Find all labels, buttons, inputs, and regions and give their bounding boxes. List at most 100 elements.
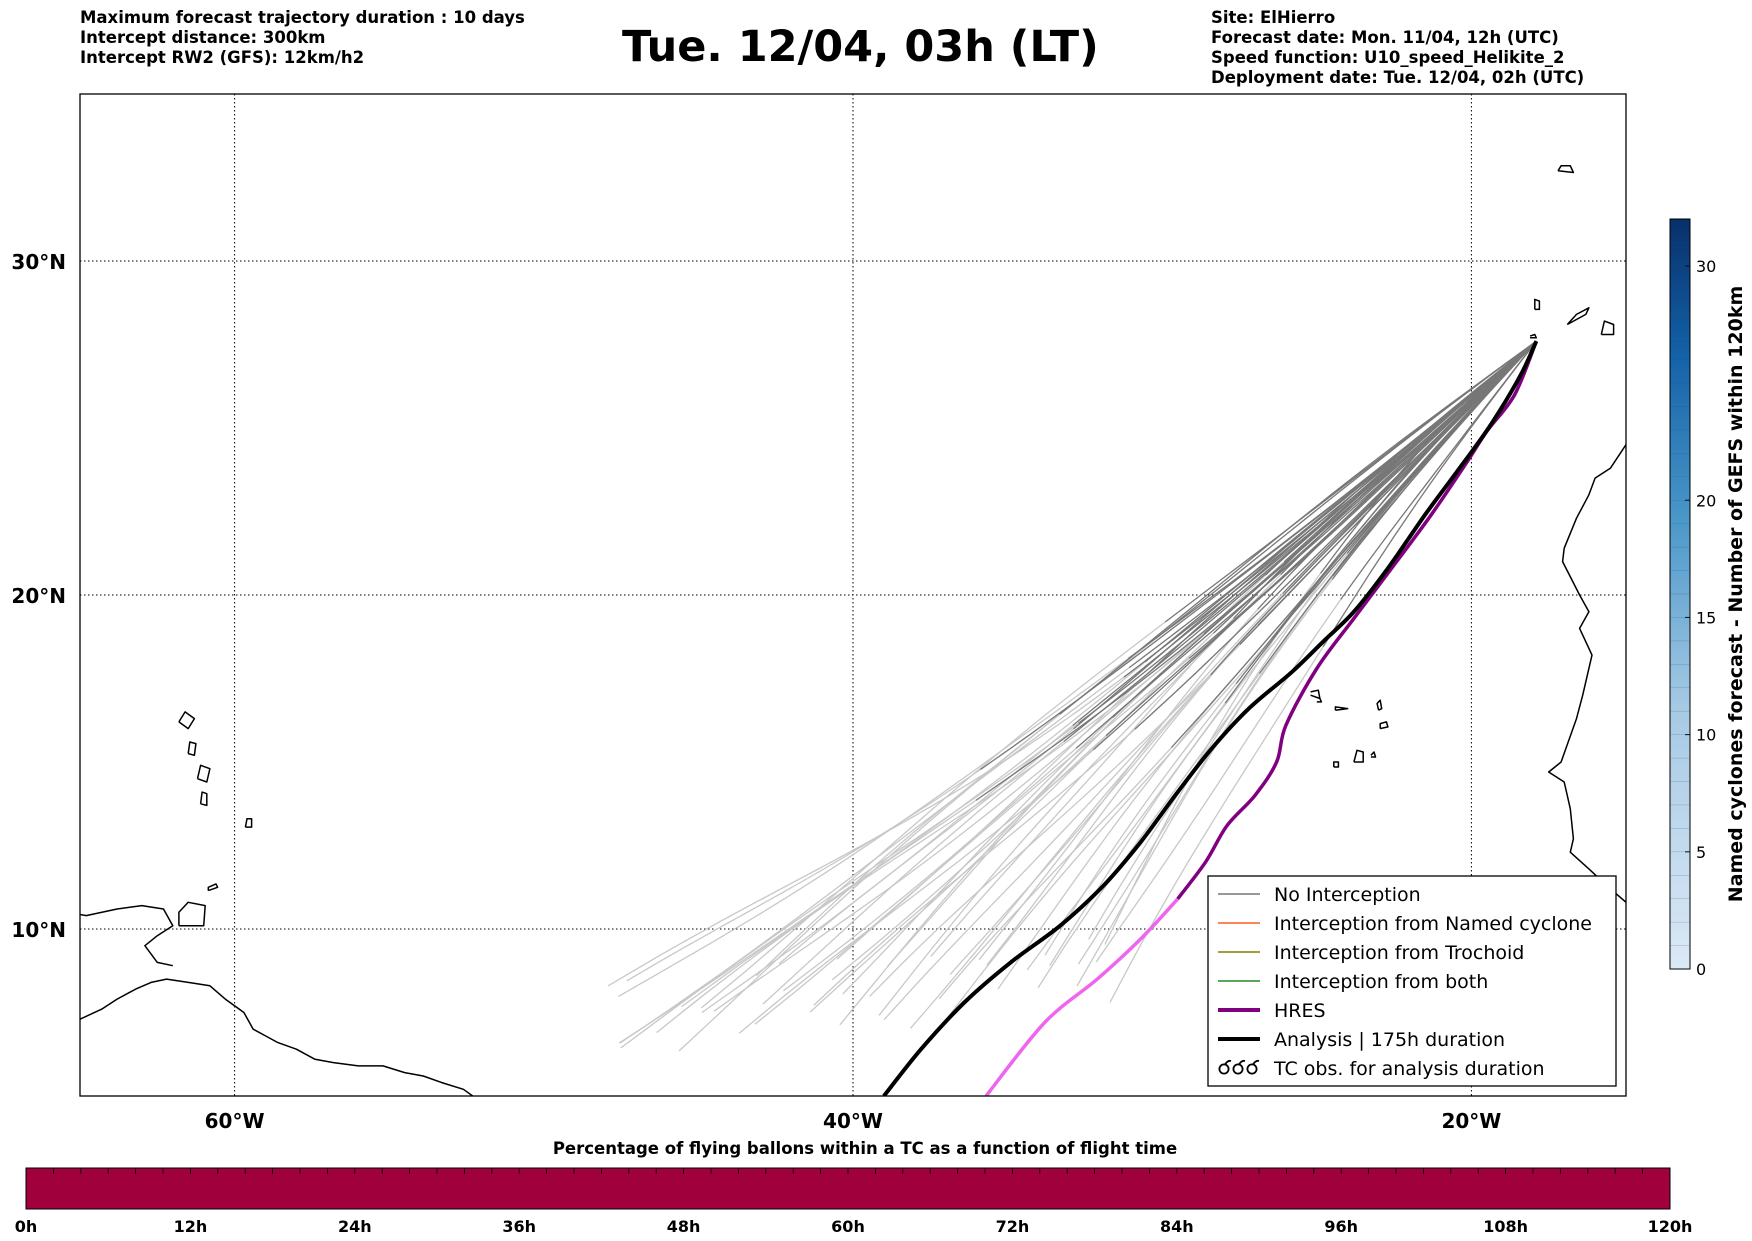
colorbar-tick-label: 15 bbox=[1696, 608, 1716, 627]
ensemble-trajectory-late bbox=[930, 618, 1234, 957]
ensemble-trajectory-late bbox=[1044, 683, 1237, 956]
lat-label: 20°N bbox=[11, 584, 66, 608]
ensemble-trajectory-early bbox=[1265, 340, 1537, 576]
ensemble-trajectory-late bbox=[607, 676, 1125, 987]
barbados-coast bbox=[244, 818, 253, 828]
timeline-label: 12h bbox=[174, 1217, 208, 1236]
analysis-track bbox=[882, 340, 1539, 1096]
ensemble-trajectory-late bbox=[1095, 599, 1342, 963]
page-title: Tue. 12/04, 03h (LT) bbox=[622, 22, 1099, 72]
ensemble-trajectory-late bbox=[713, 620, 1218, 1012]
ensemble-trajectory-late bbox=[738, 749, 1094, 1034]
main-tracks bbox=[882, 340, 1539, 1096]
ensemble-trajectory-late bbox=[978, 608, 1259, 961]
cape-verde-fogo-coast bbox=[1333, 761, 1340, 768]
colorbar-tick-label: 10 bbox=[1696, 726, 1716, 745]
colorbar-tick-label: 20 bbox=[1696, 491, 1716, 510]
legend-label: HRES bbox=[1274, 1000, 1326, 1022]
ensemble-trajectory-late bbox=[618, 657, 1129, 997]
ensemble-trajectory-early bbox=[1361, 340, 1537, 528]
gulf-paria-coast bbox=[80, 904, 174, 967]
ensemble-trajectory-late bbox=[620, 667, 1130, 1044]
lat-label: 30°N bbox=[11, 250, 66, 274]
africa-coast bbox=[1547, 442, 1626, 904]
martinique-coast bbox=[196, 764, 211, 783]
ensemble-trajectory-late bbox=[762, 741, 1065, 1005]
lon-label: 60°W bbox=[205, 1109, 265, 1133]
ensemble-trajectory-early bbox=[1059, 340, 1537, 715]
ensemble-trajectory-late bbox=[836, 673, 1149, 960]
map-area bbox=[80, 94, 1664, 1096]
ensemble-trajectory-late bbox=[1077, 575, 1334, 965]
canary-tenerife-coast bbox=[1566, 307, 1590, 326]
flight-time-timeline: Percentage of flying ballons within a TC… bbox=[15, 1139, 1693, 1236]
ensemble-trajectory-early bbox=[1291, 340, 1537, 587]
ensemble-trajectory-early bbox=[1283, 340, 1537, 563]
ensemble-trajectory-late bbox=[869, 644, 1241, 997]
colorbar: 0 5 10 15 20 30 Named cyclones forecast - Num… bbox=[1669, 218, 1747, 979]
ensemble-trajectory-late bbox=[1049, 553, 1348, 966]
ensemble-trajectory-early bbox=[1331, 340, 1537, 580]
timeline-label: 36h bbox=[502, 1217, 536, 1236]
ensemble-trajectory-late bbox=[754, 658, 1190, 1025]
cape-verde-sal-coast bbox=[1376, 699, 1383, 711]
site-text: Site: ElHierro bbox=[1211, 8, 1336, 27]
colorbar-tick-label: 30 bbox=[1696, 257, 1716, 276]
canary-fuerteventura-coast bbox=[1642, 308, 1664, 328]
timeline-label: 0h bbox=[15, 1217, 38, 1236]
speed-function-text: Speed function: U10_speed_Helikite_2 bbox=[1211, 48, 1565, 67]
canary-la-palma-coast bbox=[1534, 298, 1541, 311]
timeline-label: 120h bbox=[1648, 1217, 1693, 1236]
ensemble-trajectory-early bbox=[1332, 340, 1537, 577]
timeline-bar bbox=[25, 1167, 1671, 1210]
ensemble-trajectory-late bbox=[1088, 526, 1363, 940]
st-lucia-coast bbox=[199, 791, 208, 807]
map-frame bbox=[79, 93, 1627, 1097]
colorbar-tick-label: 0 bbox=[1696, 960, 1706, 979]
ensemble-trajectory-late bbox=[626, 768, 981, 982]
ensemble-trajectory-late bbox=[809, 632, 1214, 1013]
ensemble-trajectory-late bbox=[831, 735, 1107, 981]
ensemble-trajectory-late bbox=[700, 621, 1166, 1009]
cape-verde-santo-antao-coast bbox=[1310, 689, 1321, 700]
ensemble-trajectory-late bbox=[1076, 579, 1333, 987]
timeline-label: 24h bbox=[338, 1217, 372, 1236]
ensemble-trajectory-late bbox=[938, 747, 1172, 1000]
south-america-coast bbox=[80, 978, 474, 1096]
ensemble-trajectory-early bbox=[1257, 340, 1537, 610]
intercept-distance-text: Intercept distance: 300km bbox=[80, 28, 326, 47]
ensemble-trajectory-late bbox=[755, 713, 1061, 977]
legend-label: Interception from Trochoid bbox=[1274, 942, 1524, 964]
longitude-labels: 60°W 40°W 20°W bbox=[205, 1109, 1502, 1133]
ensemble-trajectories-late bbox=[607, 526, 1363, 1052]
cape-verde-sao-nicolau-coast bbox=[1334, 706, 1349, 711]
ensemble-trajectory-late bbox=[883, 592, 1284, 1021]
canary-el-hierro-coast bbox=[1529, 333, 1538, 339]
ensemble-trajectory-early bbox=[1073, 340, 1537, 730]
timeline-label: 48h bbox=[667, 1217, 701, 1236]
legend-label: TC obs. for analysis duration bbox=[1273, 1058, 1545, 1080]
max-duration-text: Maximum forecast trajectory duration : 1… bbox=[80, 8, 525, 27]
ensemble-trajectory-early bbox=[1322, 340, 1537, 647]
latitude-labels: 30°N 20°N 10°N bbox=[11, 250, 66, 942]
site-parameters: Site: ElHierro Forecast date: Mon. 11/04… bbox=[1211, 8, 1584, 88]
dominica-coast bbox=[187, 741, 197, 757]
lat-label: 10°N bbox=[11, 918, 66, 942]
colorbar-title: Named cyclones forecast - Number of GEFS… bbox=[1725, 286, 1747, 903]
ensemble-trajectory-late bbox=[941, 637, 1273, 1025]
ensemble-trajectory-late bbox=[949, 674, 1212, 975]
forecast-date-text: Forecast date: Mon. 11/04, 12h (UTC) bbox=[1211, 28, 1559, 47]
ensemble-trajectory-late bbox=[909, 624, 1259, 1029]
deployment-date-text: Deployment date: Tue. 12/04, 02h (UTC) bbox=[1211, 68, 1585, 87]
ensemble-trajectory-late bbox=[842, 717, 1113, 995]
timeline-label: 72h bbox=[996, 1217, 1030, 1236]
legend-tc-symbol bbox=[1218, 1059, 1260, 1075]
lon-label: 20°W bbox=[1441, 1109, 1501, 1133]
ensemble-trajectory-early bbox=[1164, 340, 1537, 623]
legend-box bbox=[1207, 875, 1617, 1087]
legend-label: Interception from both bbox=[1274, 971, 1488, 993]
forecast-parameters: Maximum forecast trajectory duration : 1… bbox=[80, 8, 525, 68]
tobago-coast bbox=[207, 883, 219, 892]
canary-gran-canaria-coast bbox=[1600, 320, 1615, 336]
